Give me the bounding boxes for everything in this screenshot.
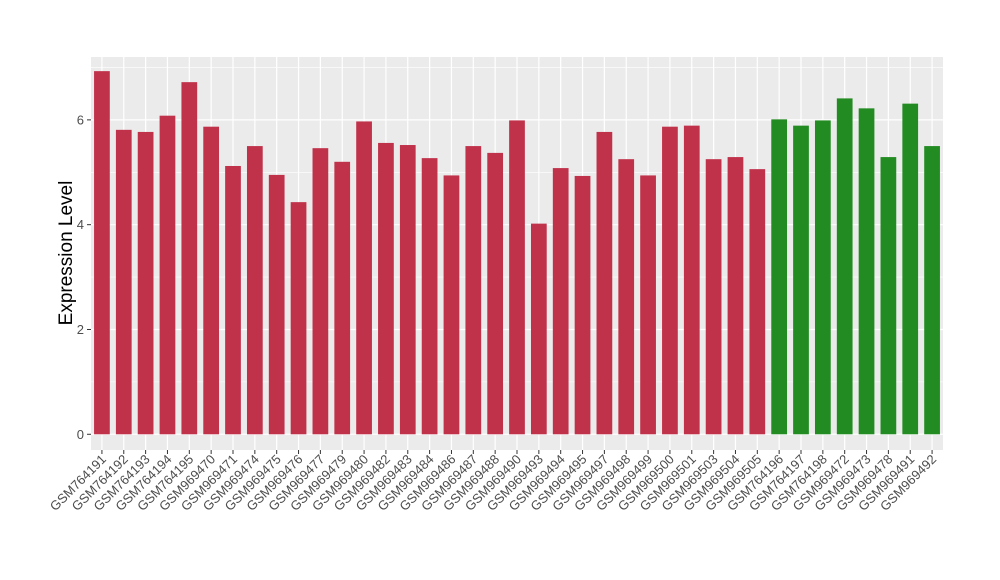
bar-GSM969495 <box>574 175 591 435</box>
bar-GSM969504 <box>727 157 744 435</box>
bar-GSM969493 <box>530 223 547 435</box>
bar-GSM969501 <box>683 125 700 435</box>
bar-GSM969497 <box>596 131 613 435</box>
bar-GSM969480 <box>356 121 372 435</box>
y-axis-title: Expression Level <box>56 181 77 326</box>
bar-GSM764193 <box>137 131 154 435</box>
bar-GSM764195 <box>181 82 198 435</box>
bar-GSM969500 <box>662 126 678 435</box>
y-axis: 0 2 4 6 <box>77 112 91 442</box>
bar-GSM764194 <box>159 115 176 435</box>
y-tick-label: 2 <box>77 322 84 337</box>
bar-GSM969505 <box>749 169 766 435</box>
bar-GSM969487 <box>465 146 482 435</box>
bar-GSM969492 <box>924 146 940 435</box>
bar-GSM969475 <box>268 174 285 435</box>
bar-GSM969491 <box>902 103 919 435</box>
bar-GSM764197 <box>793 125 809 435</box>
bar-GSM969498 <box>618 159 635 435</box>
bar-GSM764191 <box>94 71 110 435</box>
bar-GSM764192 <box>115 129 132 435</box>
bar-GSM969499 <box>640 175 656 435</box>
bar-GSM969490 <box>509 120 525 435</box>
y-tick-label: 6 <box>77 112 84 127</box>
bar-GSM969486 <box>443 175 460 435</box>
bar-GSM969476 <box>290 202 307 435</box>
bars <box>94 71 940 435</box>
bar-GSM764198 <box>814 120 831 435</box>
bar-GSM969473 <box>858 108 875 435</box>
bar-GSM969503 <box>705 159 722 435</box>
bar-GSM969470 <box>203 126 220 435</box>
bar-GSM969484 <box>421 158 438 435</box>
y-tick-label: 0 <box>77 427 84 442</box>
bar-GSM969494 <box>552 168 569 435</box>
bar-GSM969488 <box>487 152 504 435</box>
bar-GSM969483 <box>399 145 416 435</box>
x-axis: GSM764191GSM764192GSM764193GSM764194GSM7… <box>47 450 939 514</box>
bar-GSM969479 <box>334 161 351 435</box>
bar-GSM969482 <box>378 142 394 435</box>
bar-GSM969478 <box>880 157 897 435</box>
bar-GSM764196 <box>771 119 788 435</box>
bar-GSM969474 <box>246 146 263 435</box>
bar-GSM969472 <box>836 98 853 435</box>
bar-GSM969471 <box>225 165 241 435</box>
y-tick-label: 4 <box>77 217 84 232</box>
bar-GSM969477 <box>312 148 329 435</box>
